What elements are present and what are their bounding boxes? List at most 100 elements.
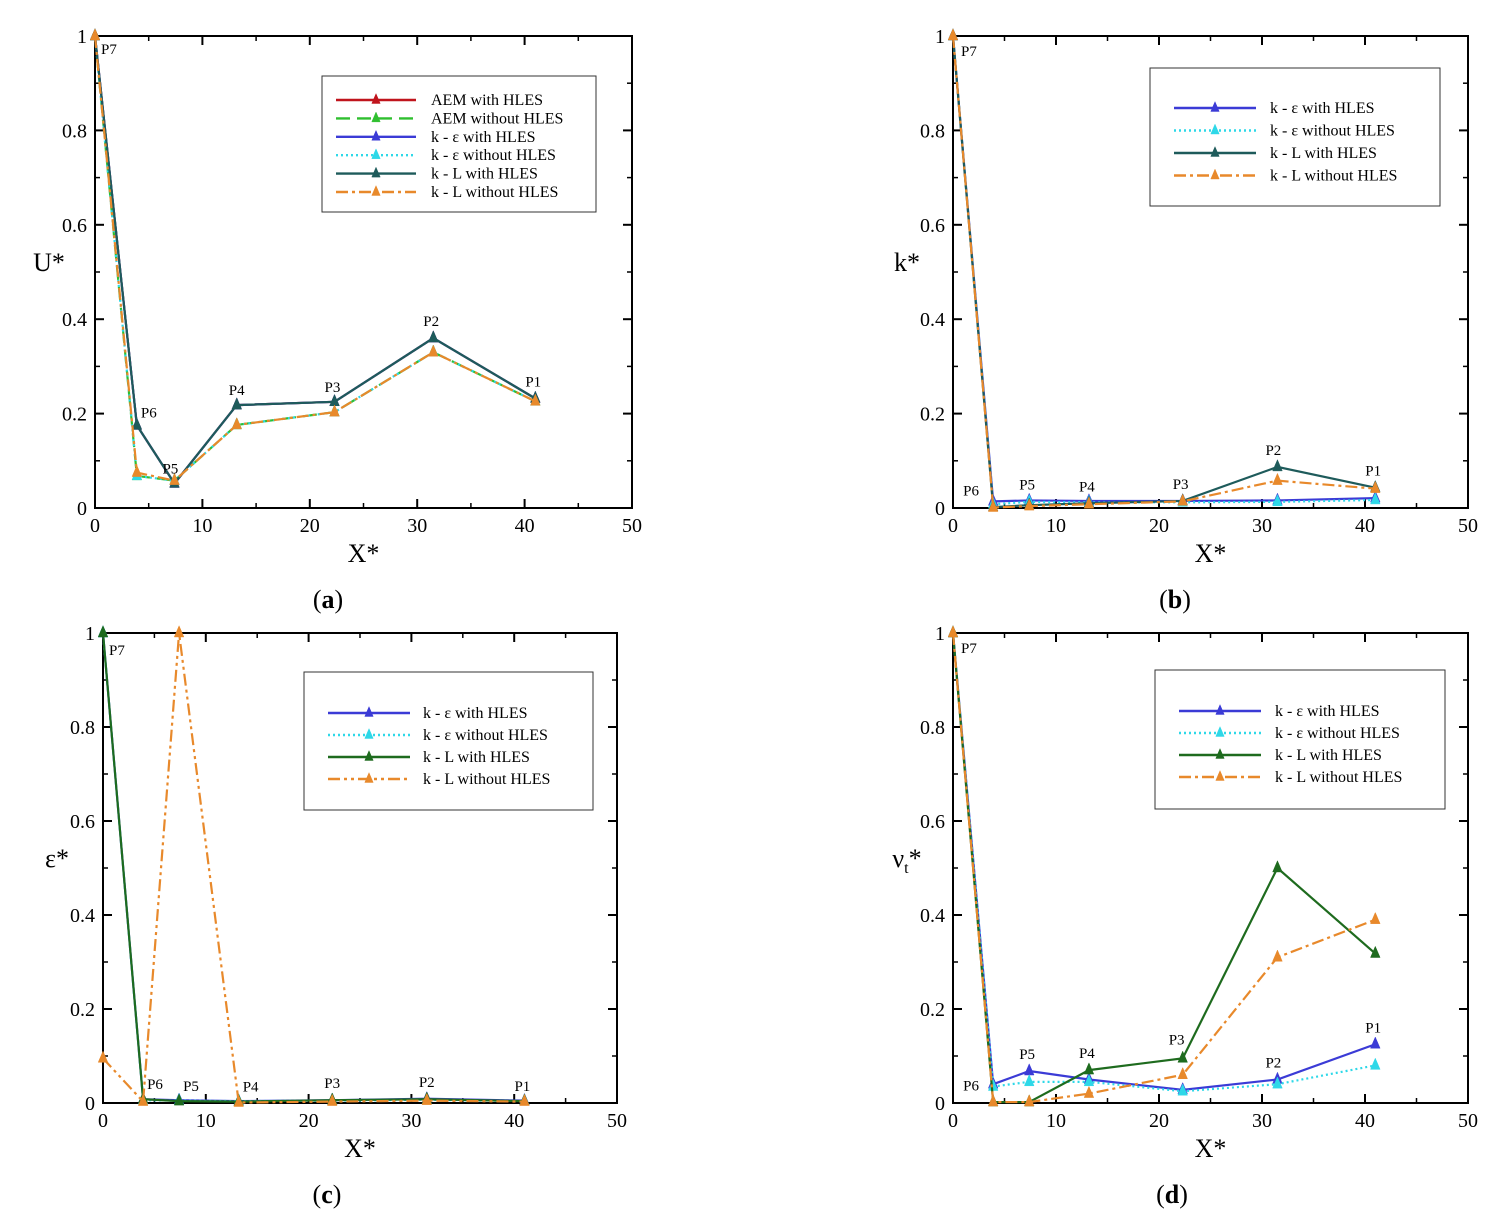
legend-entry: k - L without HLES — [1275, 769, 1402, 786]
point-label-p6: P6 — [963, 484, 979, 500]
y-axis-label: k* — [894, 248, 920, 277]
y-tick-label: 0.2 — [70, 999, 95, 1021]
x-axis-label: X* — [344, 1134, 376, 1163]
y-tick-label: 0.4 — [920, 905, 945, 927]
data-point-marker — [947, 625, 959, 638]
x-tick-label: 0 — [948, 1110, 958, 1132]
x-tick-label: 10 — [192, 515, 212, 537]
y-tick-label: 0.4 — [62, 309, 87, 331]
legend: k - ε with HLES k - ε without HLES k - L w… — [1154, 669, 1446, 810]
point-label-p2: P2 — [423, 314, 439, 330]
x-tick-label: 10 — [196, 1110, 216, 1132]
data-point-marker — [329, 404, 340, 417]
legend-box — [321, 75, 597, 213]
y-tick-label: 0.2 — [62, 404, 87, 426]
data-point-marker — [1177, 1066, 1188, 1080]
y-tick-label: 0.2 — [920, 999, 945, 1021]
data-point-marker — [173, 1093, 185, 1106]
legend-entry: k - ε without HLES — [1275, 725, 1400, 742]
point-label-p4: P4 — [1079, 479, 1095, 495]
data-point-marker — [1370, 480, 1381, 493]
legend-marker — [1210, 101, 1220, 112]
point-label-p2: P2 — [419, 1075, 435, 1091]
legend-marker — [1215, 726, 1225, 737]
x-tick-label: 40 — [1355, 1110, 1375, 1132]
legend-entry: k - ε with HLES — [431, 129, 536, 146]
chart-panel-b: 0 10 20 30 40 50 0 0.2 0.4 0.6 0.8 1 X* k* P7 P6 P5 P4 P3 P… — [894, 26, 1478, 614]
y-tick-label: 1 — [935, 623, 945, 645]
y-tick-label: 0.2 — [920, 404, 945, 426]
data-point-marker — [327, 1093, 338, 1106]
legend-marker — [1210, 146, 1220, 157]
point-label-p5: P5 — [1019, 1047, 1035, 1063]
chart-panel-d: 0 10 20 30 40 50 0 0.2 0.4 0.6 0.8 1 X* νt* P7 P6 P5 P4 P3… — [892, 623, 1478, 1209]
legend-marker — [371, 129, 381, 141]
data-point-marker — [1370, 945, 1381, 958]
data-point-marker — [231, 397, 242, 410]
data-point-marker — [137, 1093, 149, 1106]
legend-marker — [1215, 704, 1225, 715]
point-label-p4: P4 — [229, 383, 245, 399]
point-label-p5: P5 — [1019, 477, 1035, 493]
y-tick-label: 0.4 — [70, 905, 95, 927]
x-tick-label: 10 — [1046, 515, 1066, 537]
legend: k - ε with HLES k - ε without HLES k - L w… — [303, 671, 594, 811]
legend-entry: k - L with HLES — [1275, 747, 1382, 764]
y-tick-label: 0.6 — [70, 811, 95, 833]
data-point-marker — [169, 472, 180, 485]
panel-caption: (b) — [1159, 585, 1191, 614]
data-point-marker — [1370, 1036, 1381, 1049]
y-tick-label: 1 — [935, 26, 945, 48]
data-point-marker — [1272, 472, 1283, 485]
x-tick-label: 20 — [300, 515, 320, 537]
legend-marker — [371, 148, 381, 159]
data-point-marker — [428, 344, 439, 357]
legend-marker — [364, 728, 374, 739]
x-axis-label: X* — [1195, 539, 1227, 568]
legend-marker — [371, 93, 381, 104]
data-point-marker — [1177, 1083, 1188, 1096]
x-tick-label: 20 — [1149, 515, 1169, 537]
data-point-marker — [1272, 949, 1283, 962]
data-point-marker — [1272, 494, 1283, 507]
data-point-marker — [428, 330, 439, 343]
data-point-marker — [530, 393, 541, 406]
point-label-p6: P6 — [141, 405, 157, 421]
x-tick-label: 30 — [1252, 1110, 1272, 1132]
data-point-marker — [231, 417, 242, 430]
data-point-marker — [1024, 498, 1035, 511]
data-point-marker — [1177, 493, 1188, 506]
legend-marker — [364, 750, 374, 761]
panel-caption: (a) — [313, 585, 343, 614]
y-tick-label: 0 — [85, 1093, 95, 1115]
panel-caption: (c) — [313, 1180, 342, 1209]
data-point-marker — [97, 1050, 109, 1063]
x-tick-label: 10 — [1046, 1110, 1066, 1132]
x-tick-label: 30 — [407, 515, 427, 537]
legend-marker — [1215, 770, 1225, 781]
x-tick-label: 50 — [1458, 1110, 1478, 1132]
x-tick-label: 30 — [1252, 515, 1272, 537]
point-label-p1: P1 — [1365, 464, 1381, 480]
x-tick-label: 20 — [1149, 1110, 1169, 1132]
data-point-marker — [519, 1093, 530, 1106]
legend-entry: k - L with HLES — [431, 166, 538, 183]
data-point-marker — [1024, 1094, 1035, 1107]
chart-panel-c: 0 10 20 30 40 50 0 0.2 0.4 0.6 0.8 1 X* ε* P7 P6 P5 P4 P3 P… — [45, 623, 627, 1209]
x-tick-label: 20 — [299, 1110, 319, 1132]
point-label-p5: P5 — [183, 1079, 199, 1095]
data-point-marker — [1083, 496, 1095, 509]
point-label-p4: P4 — [1079, 1046, 1095, 1062]
y-tick-label: 0.6 — [920, 215, 945, 237]
legend-marker — [1210, 123, 1220, 135]
legend-entry: k - L without HLES — [431, 184, 558, 201]
legend-entry: k - ε with HLES — [1270, 100, 1375, 117]
data-point-marker — [421, 1092, 432, 1105]
legend-marker — [371, 111, 381, 123]
legend-box — [1154, 669, 1446, 810]
legend-entry: k - L without HLES — [1270, 168, 1397, 185]
data-point-marker — [1177, 1050, 1188, 1063]
data-point-marker — [1024, 1063, 1035, 1076]
